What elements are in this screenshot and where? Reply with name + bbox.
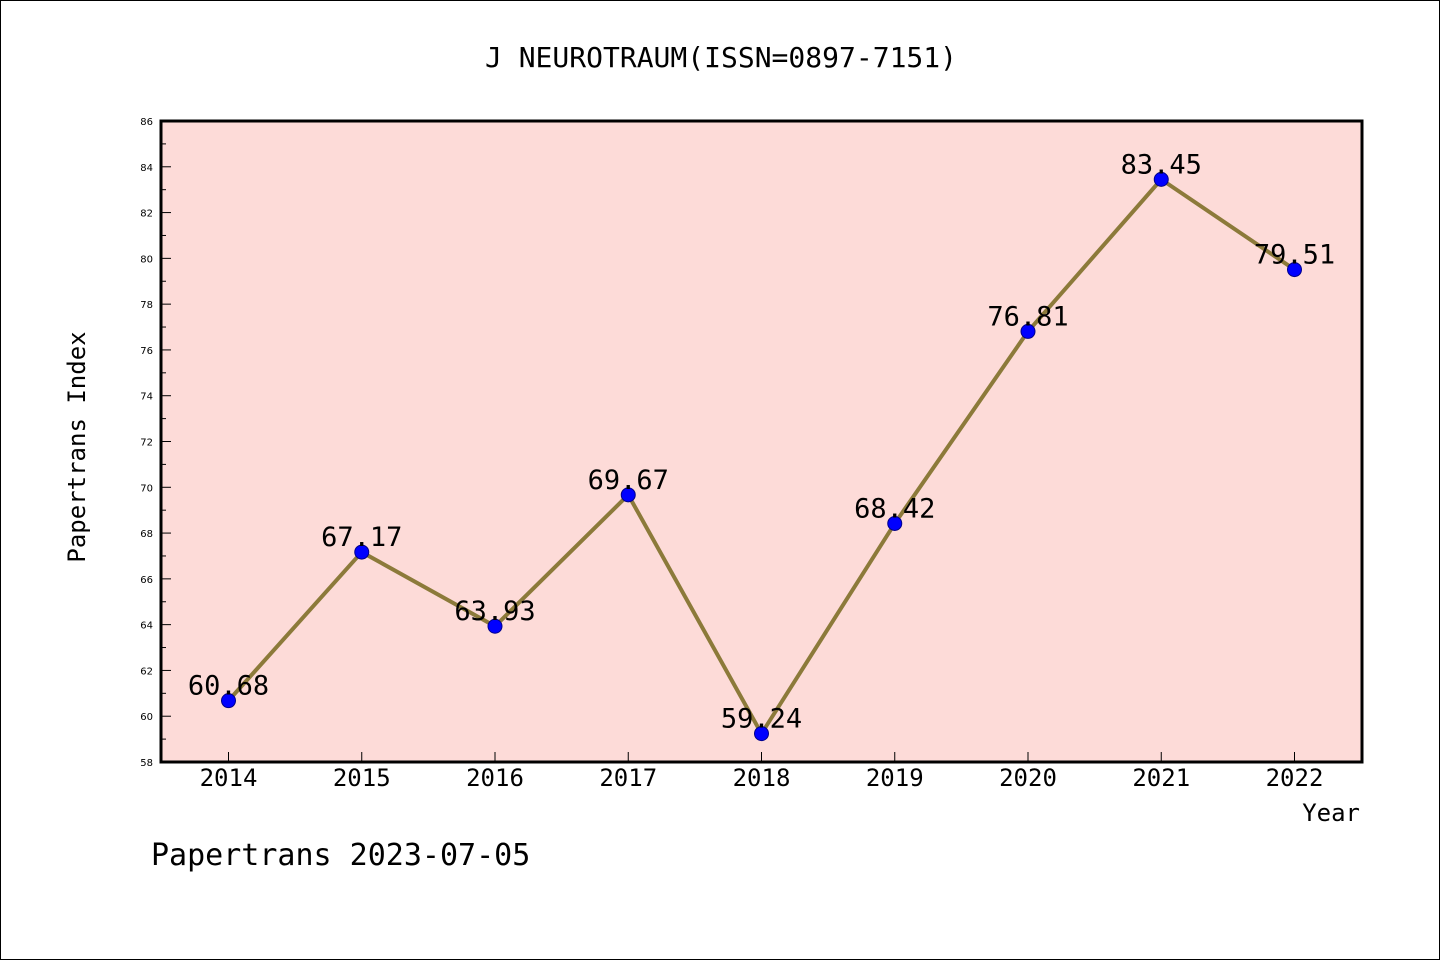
y-tick-label: 76 [140,346,153,357]
x-tick-label: 2016 [466,764,524,792]
data-point-marker [620,487,636,503]
y-axis-label: Papertrans Index [63,331,91,562]
y-tick-label: 64 [140,621,153,632]
data-point-marker [487,618,503,634]
footer-text: Papertrans 2023-07-05 [151,838,530,873]
x-tick-label: 2021 [1132,764,1190,792]
y-tick-label: 86 [140,117,153,128]
data-label: 83.45 [1121,149,1202,180]
data-label: 63.93 [454,596,535,627]
plot-area [161,121,1362,762]
x-tick-label: 2019 [866,764,924,792]
data-label: 76.81 [987,301,1068,332]
y-tick-label: 62 [140,666,153,677]
x-axis-ticks: 2014 2015 2016 2017 2018 2019 2020 2021 2022 [200,752,1324,792]
y-tick-label: 68 [140,529,153,540]
x-axis-label: Year [1302,799,1360,827]
y-tick-label: 74 [140,392,153,403]
data-label-layer: 60.68 67.17 63.93 69.67 59.24 68.42 76.81 83.45… [188,149,1335,734]
data-label: 79.51 [1254,240,1335,271]
y-tick-label: 60 [140,712,153,723]
data-label: 69.67 [588,465,669,496]
x-tick-label: 2020 [999,764,1057,792]
data-label: 67.17 [321,522,402,553]
y-tick-label: 70 [140,483,153,494]
y-tick-label: 66 [140,575,153,586]
x-tick-label: 2015 [333,764,391,792]
data-point-marker [354,544,370,560]
data-label: 59.24 [721,704,802,735]
x-tick-label: 2022 [1266,764,1324,792]
x-tick-label: 2017 [599,764,657,792]
y-axis-ticks: 58 60 62 64 66 68 70 72 74 76 78 80 82 84 86 [140,117,171,769]
y-tick-label: 82 [140,209,153,220]
y-tick-label: 58 [140,758,153,769]
data-label: 60.68 [188,671,269,702]
chart-title: J NEUROTRAUM(ISSN=0897-7151) [485,41,957,74]
y-tick-label: 84 [140,163,153,174]
data-point-marker [1287,262,1302,278]
data-point-marker [754,726,769,742]
data-point-marker [1153,171,1169,187]
x-tick-label: 2018 [733,764,791,792]
y-tick-label: 80 [140,254,153,265]
data-point-marker [1020,323,1036,339]
x-tick-label: 2014 [200,764,258,792]
y-tick-label: 78 [140,300,153,311]
data-point-marker [221,693,236,709]
y-tick-label: 72 [140,438,153,449]
data-label: 68.42 [854,493,935,524]
marker-layer [221,171,1302,742]
data-point-marker [887,515,903,531]
